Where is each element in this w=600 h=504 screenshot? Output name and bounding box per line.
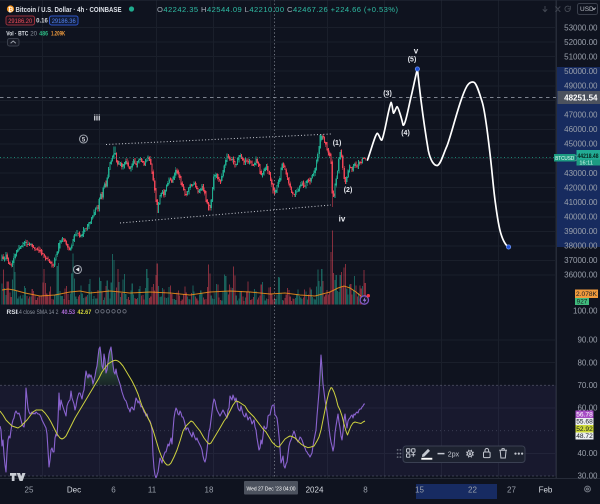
svg-text:70.00: 70.00 xyxy=(577,381,598,390)
svg-text:2.078K: 2.078K xyxy=(576,291,598,298)
svg-text:46000.00: 46000.00 xyxy=(564,125,598,134)
svg-text:Bitcoin / U.S. Dollar · 4h · C: Bitcoin / U.S. Dollar · 4h · COINBASE xyxy=(16,5,122,14)
svg-text:53000.00: 53000.00 xyxy=(564,23,598,32)
svg-text:41000.00: 41000.00 xyxy=(564,198,598,207)
svg-text:42000.00: 42000.00 xyxy=(564,183,598,192)
svg-text:40000.00: 40000.00 xyxy=(564,212,598,221)
svg-text:(2): (2) xyxy=(344,187,353,194)
svg-text:40.00: 40.00 xyxy=(577,449,598,458)
svg-text:2024: 2024 xyxy=(306,486,324,495)
svg-text:0.16: 0.16 xyxy=(36,19,48,25)
svg-text:48251.54: 48251.54 xyxy=(564,94,598,103)
svg-text:BTCUSD: BTCUSD xyxy=(555,156,574,162)
svg-text:Wed 27 Dec ’23 04:00: Wed 27 Dec ’23 04:00 xyxy=(247,487,296,493)
svg-text:52000.00: 52000.00 xyxy=(564,38,598,47)
svg-text:v: v xyxy=(414,47,419,56)
svg-text:11: 11 xyxy=(148,486,157,495)
svg-text:52.92: 52.92 xyxy=(576,426,593,433)
svg-text:(5): (5) xyxy=(408,57,417,64)
svg-text:29186.36: 29186.36 xyxy=(52,18,76,25)
svg-text:25: 25 xyxy=(25,486,34,495)
svg-text:15: 15 xyxy=(415,486,424,495)
svg-text:Vol · BTC: Vol · BTC xyxy=(6,30,28,37)
svg-text:43000.00: 43000.00 xyxy=(564,169,598,178)
svg-text:iv: iv xyxy=(339,215,346,224)
svg-text:Dec: Dec xyxy=(67,486,81,495)
svg-text:₿: ₿ xyxy=(8,5,13,13)
svg-text:56.78: 56.78 xyxy=(576,412,593,419)
svg-text:(3): (3) xyxy=(383,91,392,98)
svg-text:42.67: 42.67 xyxy=(77,309,92,316)
svg-text:1.209K: 1.209K xyxy=(51,30,65,37)
svg-text:22: 22 xyxy=(468,486,477,495)
svg-text:39000.00: 39000.00 xyxy=(564,227,598,236)
svg-text:iii: iii xyxy=(94,114,101,123)
svg-text:927: 927 xyxy=(577,299,588,306)
svg-text:14 close SMA 14 2: 14 close SMA 14 2 xyxy=(16,309,59,316)
svg-text:90.00: 90.00 xyxy=(577,336,598,345)
svg-text:486: 486 xyxy=(39,30,48,37)
svg-text:Feb: Feb xyxy=(539,486,553,495)
svg-text:20: 20 xyxy=(30,30,37,37)
svg-text:29186.20: 29186.20 xyxy=(8,18,32,25)
svg-text:37000.00: 37000.00 xyxy=(564,256,598,265)
svg-text:50000.00: 50000.00 xyxy=(564,67,598,76)
svg-text:51000.00: 51000.00 xyxy=(564,52,598,61)
svg-text:(1): (1) xyxy=(333,140,342,147)
svg-text:49000.00: 49000.00 xyxy=(564,82,598,91)
svg-text:48.72: 48.72 xyxy=(576,433,593,440)
svg-text:(4): (4) xyxy=(401,130,410,137)
svg-text:44218.48: 44218.48 xyxy=(578,153,599,160)
svg-text:USD: USD xyxy=(580,6,594,13)
svg-text:27: 27 xyxy=(507,486,516,495)
svg-text:55.68: 55.68 xyxy=(576,419,593,426)
svg-text:80.00: 80.00 xyxy=(577,358,598,367)
svg-text:45000.00: 45000.00 xyxy=(564,140,598,149)
svg-text:30.00: 30.00 xyxy=(577,472,598,481)
svg-text:36000.00: 36000.00 xyxy=(564,271,598,280)
svg-text:2px: 2px xyxy=(448,451,460,458)
svg-text:18: 18 xyxy=(205,486,214,495)
svg-text:100.00: 100.00 xyxy=(573,307,598,316)
svg-text:38000.00: 38000.00 xyxy=(564,242,598,251)
svg-text:O42242.35 H42544.09 L42210.00: O42242.35 H42544.09 L42210.00 C42467.26 … xyxy=(157,5,398,14)
svg-text:8: 8 xyxy=(363,486,368,495)
svg-text:40.53: 40.53 xyxy=(62,309,76,316)
svg-text:47000.00: 47000.00 xyxy=(564,111,598,120)
svg-text:6: 6 xyxy=(111,486,116,495)
svg-text:16:11: 16:11 xyxy=(579,161,593,167)
